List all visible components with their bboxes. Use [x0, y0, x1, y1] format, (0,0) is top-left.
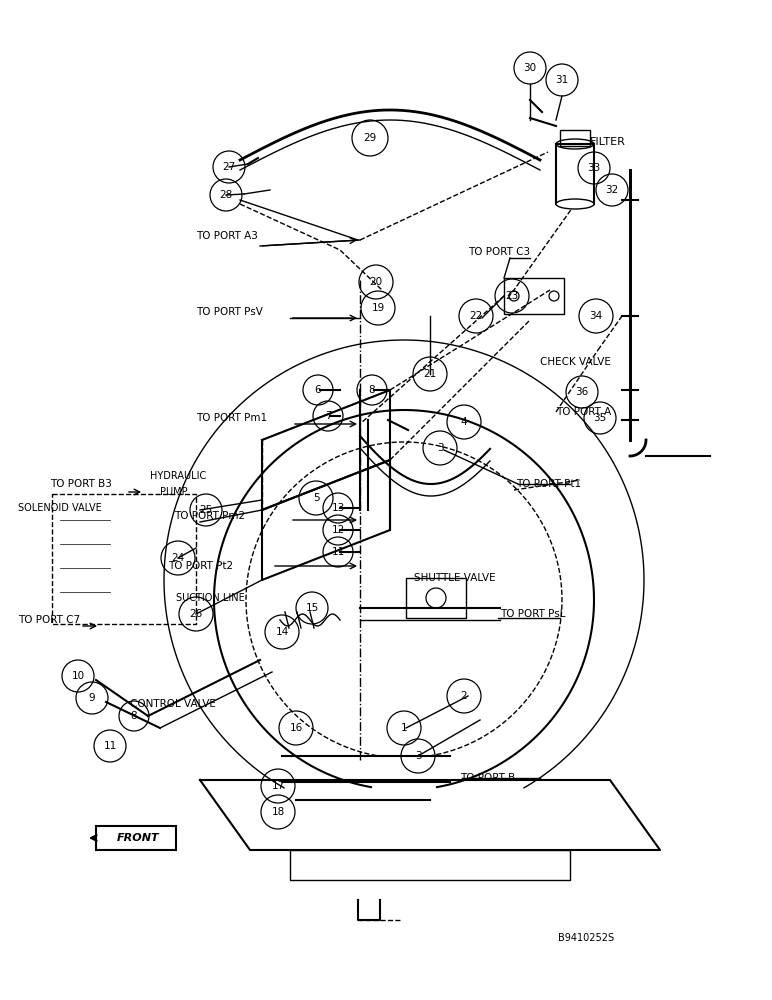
Text: 36: 36 — [575, 387, 588, 397]
Text: TO PORT A: TO PORT A — [556, 407, 611, 417]
Text: 14: 14 — [276, 627, 289, 637]
Text: 33: 33 — [587, 163, 601, 173]
Text: TO PORT Pt1: TO PORT Pt1 — [516, 479, 581, 489]
Text: 35: 35 — [594, 413, 607, 423]
Text: PUMP: PUMP — [160, 487, 188, 497]
Text: TO PORT PsL: TO PORT PsL — [500, 609, 566, 619]
Text: 11: 11 — [103, 741, 117, 751]
Text: SOLENOID VALVE: SOLENOID VALVE — [18, 503, 102, 513]
Text: 18: 18 — [272, 807, 285, 817]
Text: 31: 31 — [555, 75, 569, 85]
Text: 3: 3 — [415, 751, 422, 761]
Text: 25: 25 — [199, 505, 212, 515]
Text: 16: 16 — [290, 723, 303, 733]
Text: 4: 4 — [461, 417, 467, 427]
Text: CONTROL VALVE: CONTROL VALVE — [130, 699, 216, 709]
Text: 21: 21 — [423, 369, 437, 379]
Text: 34: 34 — [589, 311, 603, 321]
Text: CHECK VALVE: CHECK VALVE — [540, 357, 611, 367]
Text: 2: 2 — [461, 691, 467, 701]
Text: 12: 12 — [331, 525, 344, 535]
Text: 26: 26 — [189, 609, 202, 619]
Text: HYDRAULIC: HYDRAULIC — [150, 471, 206, 481]
Ellipse shape — [556, 199, 594, 209]
Text: 19: 19 — [371, 303, 384, 313]
Text: 6: 6 — [315, 385, 321, 395]
Text: 17: 17 — [272, 781, 285, 791]
Bar — [406, 578, 466, 618]
Text: 32: 32 — [605, 185, 618, 195]
Text: 20: 20 — [370, 277, 383, 287]
Text: TO PORT A3: TO PORT A3 — [196, 231, 258, 241]
Text: 13: 13 — [331, 503, 344, 513]
Bar — [560, 130, 590, 146]
Text: 1: 1 — [401, 723, 408, 733]
Text: 8: 8 — [130, 711, 137, 721]
Text: 8: 8 — [369, 385, 375, 395]
Text: 9: 9 — [89, 693, 95, 703]
Text: B9410252S: B9410252S — [558, 933, 614, 943]
Text: 22: 22 — [469, 311, 482, 321]
Text: TO PORT PsV: TO PORT PsV — [196, 307, 263, 317]
Bar — [290, 850, 570, 880]
Text: 11: 11 — [331, 547, 344, 557]
Text: 23: 23 — [506, 291, 519, 301]
Text: 5: 5 — [313, 493, 320, 503]
Text: 7: 7 — [325, 411, 331, 421]
Text: 3: 3 — [437, 443, 443, 453]
Text: FRONT: FRONT — [117, 833, 159, 843]
Text: TO PORT Pm2: TO PORT Pm2 — [174, 511, 245, 521]
Bar — [52, 494, 196, 624]
Text: TO PORT Pt2: TO PORT Pt2 — [168, 561, 233, 571]
Bar — [556, 144, 594, 204]
Text: 30: 30 — [523, 63, 537, 73]
Text: 28: 28 — [219, 190, 232, 200]
Text: 29: 29 — [364, 133, 377, 143]
Text: SHUTTLE VALVE: SHUTTLE VALVE — [414, 573, 496, 583]
Text: SUCTION LINE: SUCTION LINE — [176, 593, 245, 603]
Text: 10: 10 — [72, 671, 85, 681]
Text: 24: 24 — [171, 553, 185, 563]
Text: TO PORT C3: TO PORT C3 — [468, 247, 530, 257]
Text: TO PORT C7: TO PORT C7 — [18, 615, 80, 625]
Text: TO PORT Pm1: TO PORT Pm1 — [196, 413, 267, 423]
Text: 27: 27 — [222, 162, 235, 172]
Text: TO PORT B3: TO PORT B3 — [50, 479, 112, 489]
Text: 15: 15 — [306, 603, 319, 613]
Bar — [504, 278, 564, 314]
Text: FILTER: FILTER — [590, 137, 626, 147]
Text: TO PORT B: TO PORT B — [460, 773, 515, 783]
